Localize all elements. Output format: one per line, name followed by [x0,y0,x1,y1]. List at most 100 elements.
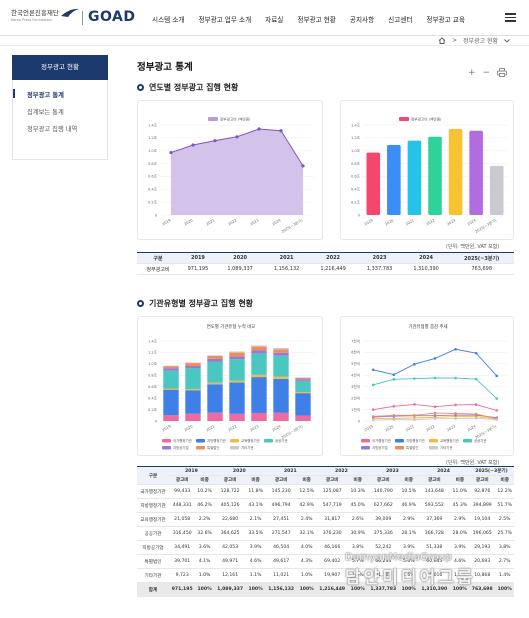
table-header-cell: 2020 [213,466,265,476]
table-subheader-cell: 비중 [348,475,367,485]
stacked-bar-segment [207,384,223,413]
stacked-bar-segment [163,415,179,421]
sidebar-item-stats[interactable]: 정부광고 통계 [13,86,107,103]
table-cell: 33.5% [246,526,265,541]
data-point [371,408,375,411]
nav-item-business[interactable]: 정부광고 업무 소개 [198,16,252,24]
table-cell: 125,087 [315,484,349,499]
data-point [392,404,396,408]
table-header-cell: 2021 [263,252,310,264]
y-tick-label: 0.2조 [148,200,158,204]
legend-label: 정부광고비 (백만원) [411,116,442,121]
y-tick-label: 0.6조 [148,175,158,179]
data-point [392,373,396,376]
table-subheader-cell: 비중 [246,475,265,485]
data-point [191,143,195,147]
chart-title: 연도별 기관유형 누적 비교 [207,323,256,330]
y-tick-label: 1.2조 [148,136,158,140]
table-cell: 1,156,132 [263,263,310,275]
data-point [495,397,499,400]
table-cell: 42.9% [297,498,316,513]
table-cell: 45.0% [348,498,367,513]
table-subheader-cell: 광고비 [315,475,349,485]
nav-item-report[interactable]: 신고센터 [388,16,413,24]
y-tick-label: 1.0조 [148,362,158,366]
table-cell: 49,617 [264,554,298,569]
y-tick-label: 0 [155,213,158,217]
nav-item-system[interactable]: 시스템 소개 [152,16,185,24]
table-cell: 43.1% [246,498,265,513]
table-cell: 11,021 [264,568,298,583]
table-cell: 405,126 [213,498,247,513]
table-cell: 9,723 [168,568,196,583]
table-cell: 1,089,337 [213,582,247,597]
table-row: 정부광고비 971,195 1,089,337 1,156,132 1,216,… [137,263,514,275]
table-cell: 2.7% [495,554,514,569]
table-cell: 1.9% [450,568,470,583]
table-cell: 1.6% [399,568,418,583]
print-icon[interactable] [497,68,507,77]
hamburger-menu-icon[interactable] [505,13,516,22]
table-cell: 12,161 [213,568,247,583]
nav-item-education[interactable]: 정부광고 교육 [426,16,465,24]
stacked-bar-segment [251,350,267,354]
stacked-bar-segment [295,415,311,421]
data-point [495,374,499,378]
page-tools: + − [468,68,507,78]
sidebar-item-summary[interactable]: 집계보는 통계 [27,109,64,116]
nav-item-library[interactable]: 자료실 [265,16,284,24]
data-point [169,150,173,155]
table-cell: 12.2% [495,484,514,499]
x-tick-label: 2021 [405,424,415,432]
chart-title: 기관유형별 증감 추세 [408,323,447,330]
nav-item-notice[interactable]: 공지사항 [349,16,375,24]
table-cell: 763,698 [449,263,514,275]
y-tick-label: 7천억 [351,338,360,343]
x-tick-label: 2020 [384,424,395,432]
table-header-row: 구분 2019 2020 2021 2022 2023 2024 2025(~3분기) [137,466,514,485]
zoom-out-icon[interactable]: − [482,68,491,78]
stacked-bar-segment [229,352,245,357]
org-sub: Korea Press Foundation [11,18,52,22]
breadcrumb-bar [0,36,529,46]
org-logo[interactable]: 한국언론진흥재단 Korea Press Foundation [11,10,59,24]
table-cell: 1.0% [195,568,214,583]
brand-logo[interactable]: GOAD [88,9,136,25]
stacked-bar-segment [295,379,311,381]
legend-swatch [399,117,409,121]
x-tick-label: 2025(~3분기) [474,423,498,440]
table-cell: 52,242 [366,540,400,555]
sidebar-title: 정부광고 현황 [12,55,108,80]
stacked-bar-segment [185,413,201,421]
nav-item-status[interactable]: 정부광고 현황 [297,16,336,24]
table-cell: 1.1% [246,568,265,583]
table-subheader-cell: 광고비 [213,475,247,485]
sidebar-item-history[interactable]: 정부광고 집행 내역 [27,126,78,133]
data-point [392,418,396,421]
stacked-bar-segment [295,380,311,393]
chevron-down-icon[interactable] [504,38,510,43]
table-header-cell: 구분 [137,252,180,264]
breadcrumb-current[interactable]: 정부광고 현황 [463,38,499,45]
x-tick-label: 2023 [446,218,456,226]
zoom-in-icon[interactable]: + [468,68,476,78]
stacked-bar-segment [207,361,223,383]
y-tick-label: 0.8조 [148,162,158,166]
stacked-bar-segment [207,412,223,421]
table-cell: 32.6% [195,526,214,541]
data-point [413,362,416,366]
stacked-bar-segment [273,352,289,356]
x-tick-label: 2020 [384,218,395,226]
data-point [433,417,437,421]
table-cell: 10,868 [469,568,496,583]
table-cell: 1.4% [495,568,514,583]
table-cell: 394,899 [469,498,496,513]
site-header: 한국언론진흥재단 Korea Press Foundation GOAD 시스템… [0,0,529,36]
table-cell: 32.1% [297,526,316,541]
y-tick-label: 1.2조 [148,351,158,355]
legend-label: 지방행정기관 [207,438,226,443]
stacked-bar-segment [273,376,289,379]
y-tick-label: 6천억 [351,350,360,355]
home-icon[interactable] [438,37,446,44]
logo-mark-icon [61,8,79,17]
